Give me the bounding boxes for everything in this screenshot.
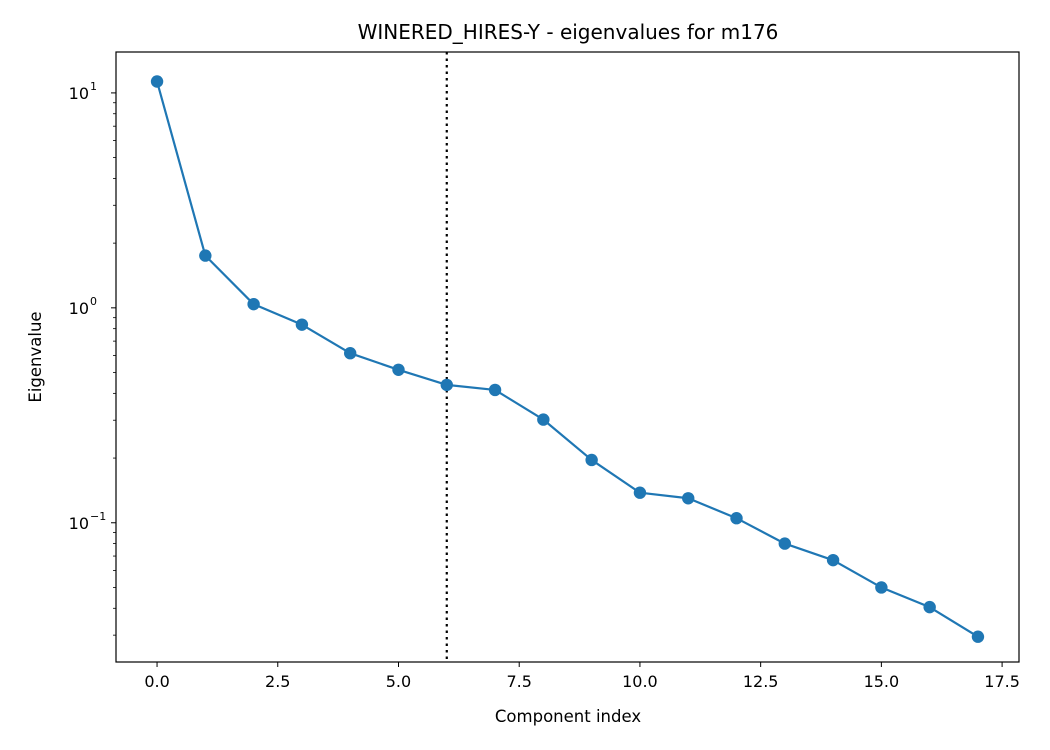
y-tick-label: 10 [69, 84, 89, 103]
eigenvalue-point [247, 297, 260, 311]
x-axis-ticks: 0.0 2.5 5.0 7.5 10.0 12.5 15.0 17.5 [144, 662, 1020, 691]
eigenvalue-point [537, 413, 550, 426]
eigenvalue-point [440, 378, 453, 392]
y-tick-exponent: −1 [90, 510, 106, 523]
eigenvalue-point [488, 383, 502, 397]
x-tick-label: 0.0 [144, 672, 169, 691]
eigenvalue-point [826, 553, 840, 567]
plot-area [150, 52, 985, 662]
eigenvalue-point [150, 75, 164, 88]
x-tick-label: 2.5 [265, 672, 290, 691]
y-tick-label: 10 [69, 299, 89, 318]
x-axis-label: Component index [495, 707, 641, 726]
chart-title: WINERED_HIRES-Y - eigenvalues for m176 [358, 20, 779, 44]
y-axis-label: Eigenvalue [26, 311, 45, 402]
x-tick-label: 15.0 [864, 672, 900, 691]
eigenvalue-point [923, 600, 936, 614]
eigenvalue-point [875, 581, 888, 594]
eigenvalue-point [730, 512, 743, 525]
eigenvalue-point [633, 486, 647, 499]
eigenvalue-point [199, 249, 212, 262]
eigenvalue-point [971, 630, 985, 643]
eigenvalue-point [778, 537, 791, 550]
y-tick-exponent: 1 [90, 80, 97, 93]
x-tick-label: 12.5 [743, 672, 779, 691]
plot-frame [115, 51, 1020, 663]
eigenvalue-series-line [155, 81, 979, 638]
x-tick-label: 7.5 [506, 672, 531, 691]
eigenvalue-point [344, 347, 357, 360]
eigenvalue-point [392, 363, 405, 376]
y-tick-exponent: 0 [90, 295, 97, 308]
x-tick-label: 17.5 [984, 672, 1020, 691]
x-tick-label: 10.0 [622, 672, 658, 691]
x-tick-label: 5.0 [386, 672, 411, 691]
y-tick-label: 10 [69, 514, 89, 533]
eigenvalue-point [295, 318, 309, 331]
eigenvalue-point [682, 492, 695, 505]
eigenvalue-point [585, 453, 598, 467]
